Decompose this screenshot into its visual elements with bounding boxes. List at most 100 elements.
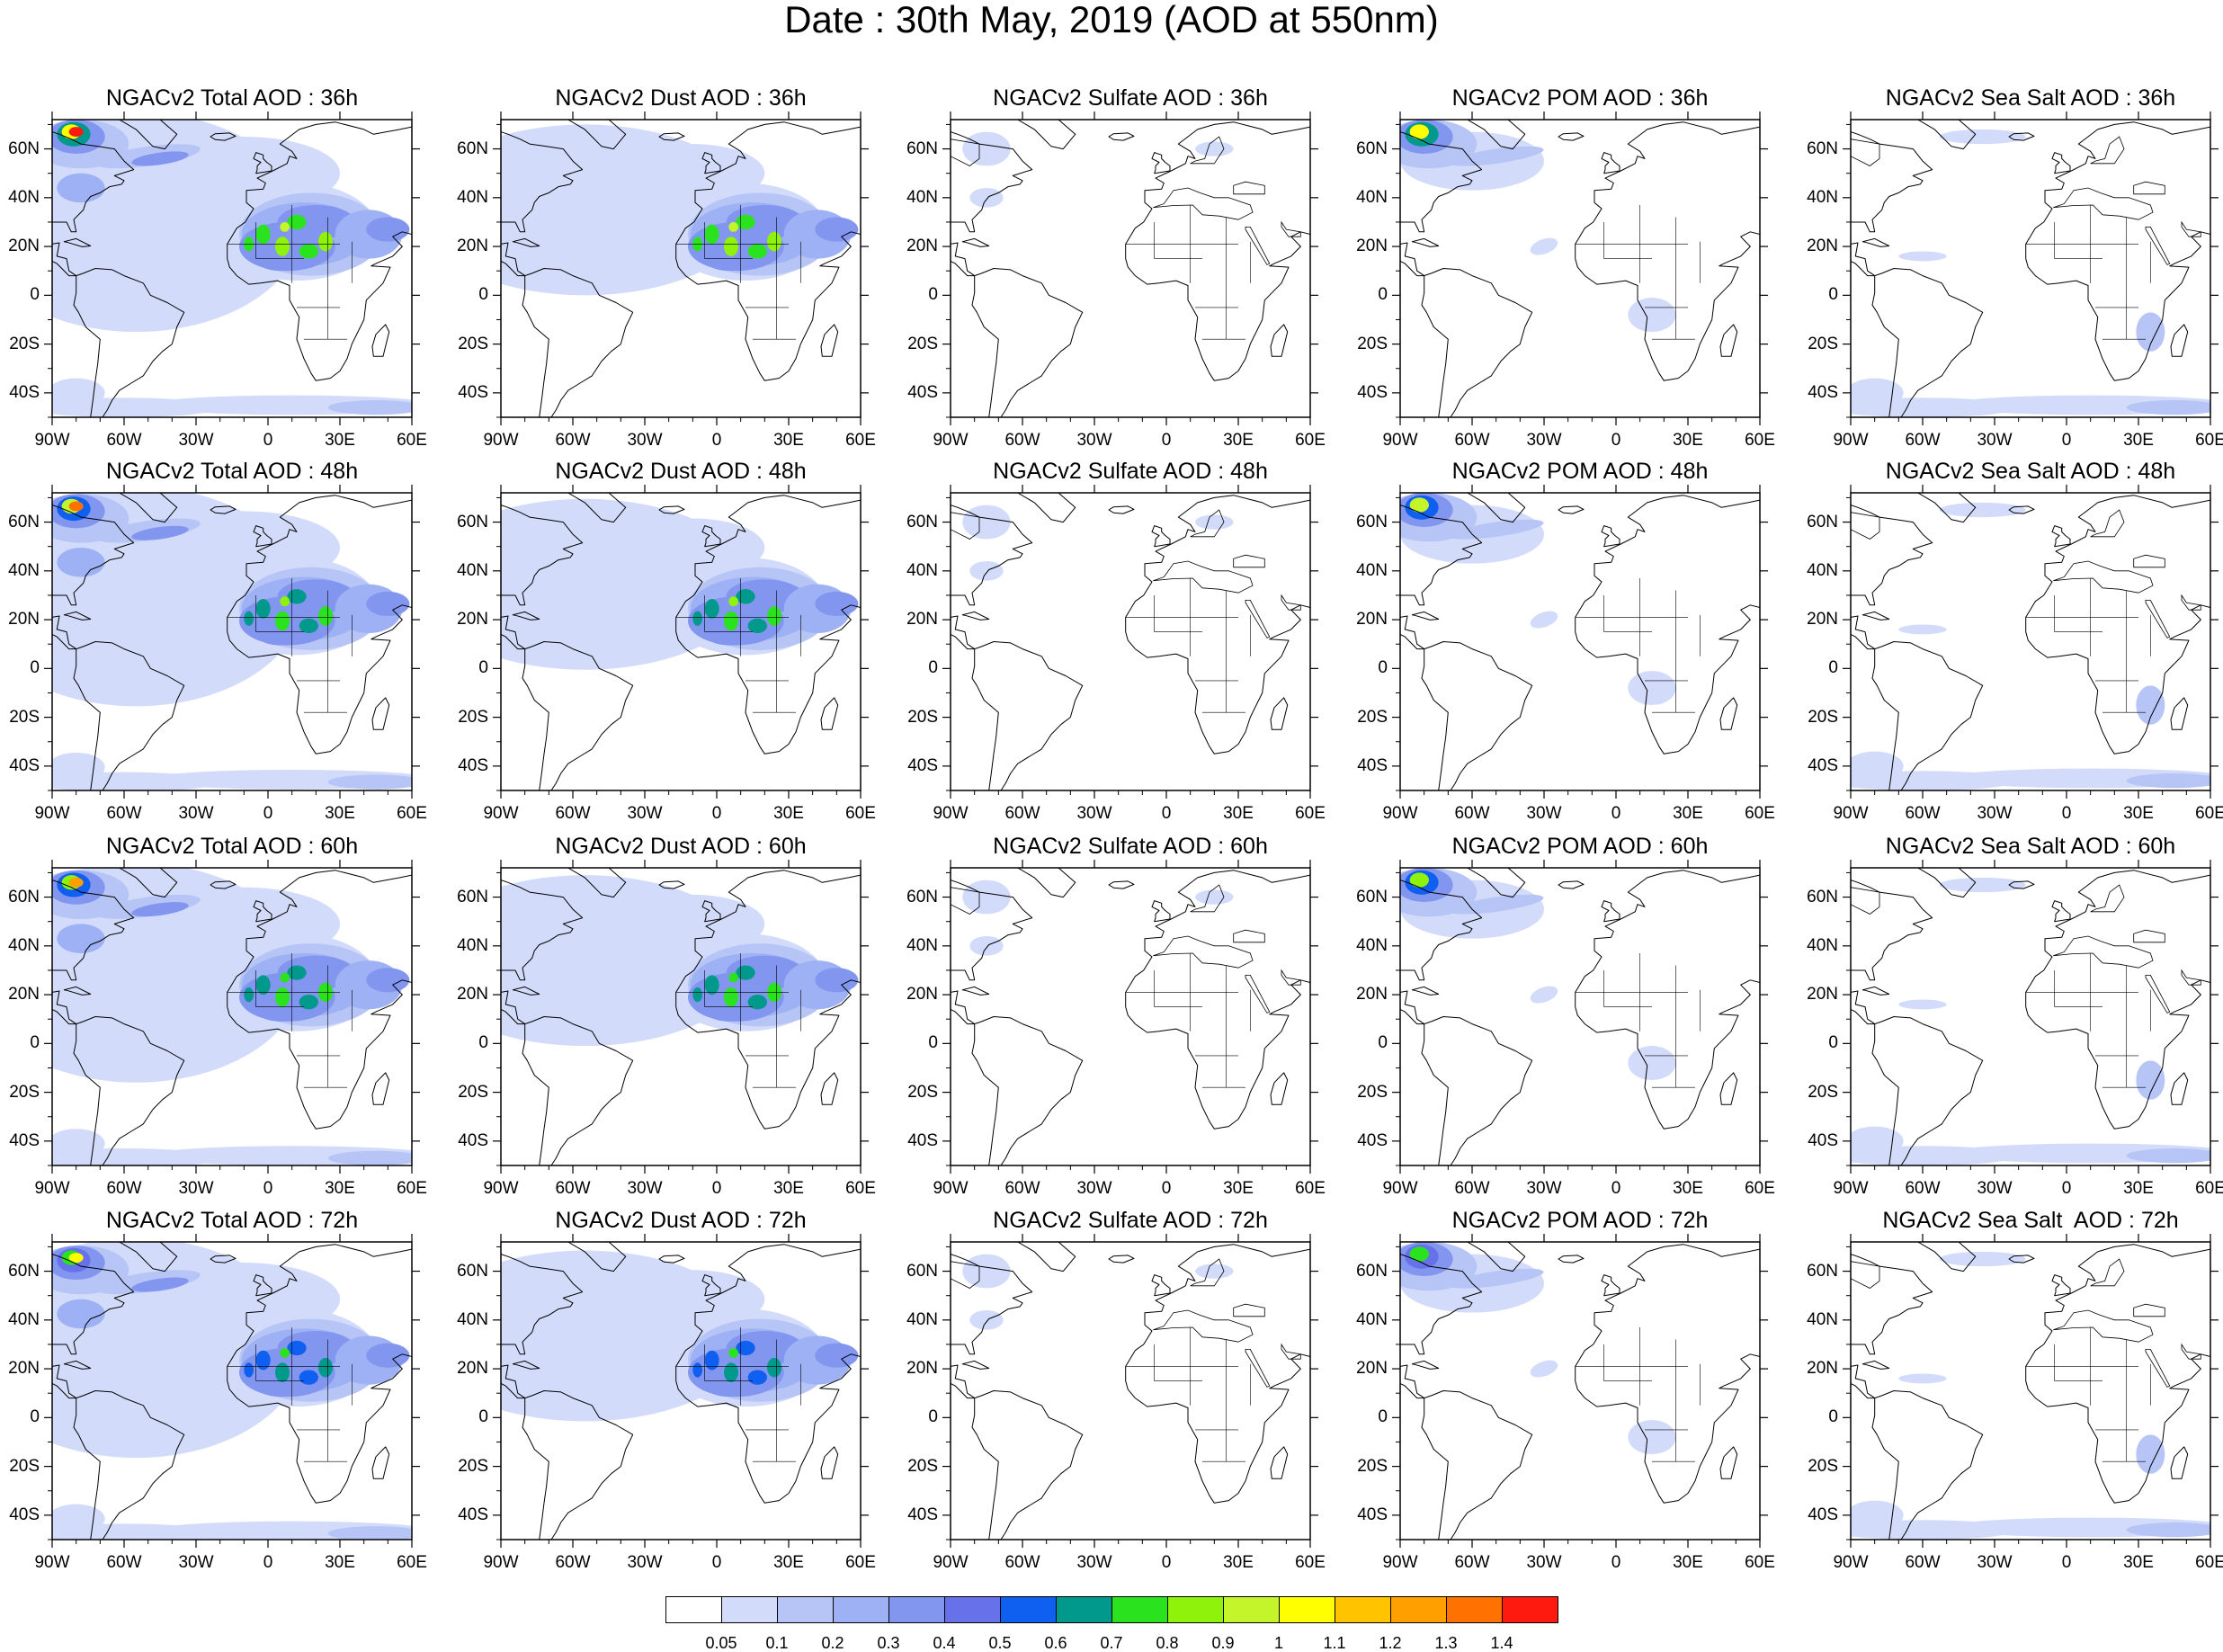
lon-tick-label: 30W	[1526, 804, 1562, 823]
lat-tick-label: 20N	[457, 237, 488, 256]
lat-tick-label: 20N	[1807, 1359, 1838, 1379]
lat-tick-label: 20N	[457, 1359, 488, 1379]
colorbar-label: 0.3	[877, 1634, 900, 1652]
map-panel-sulfate-3	[942, 1234, 1318, 1548]
britain-coast	[2051, 1274, 2071, 1297]
persian-gulf	[2181, 220, 2201, 237]
persian-gulf	[2181, 594, 2201, 611]
britain-coast	[1601, 152, 1620, 174]
aod-blob-12	[724, 611, 738, 631]
lat-tick-label: 0	[478, 285, 488, 305]
north-america-coast	[1400, 880, 1483, 981]
country-border-3	[1154, 970, 1202, 1007]
aod-blob-29	[57, 548, 105, 577]
lat-tick-label: 40N	[1807, 187, 1838, 207]
south-america-coast	[1871, 1016, 1984, 1165]
lon-tick-label: 30E	[1223, 1179, 1254, 1198]
mediterranean-sea	[2053, 935, 2154, 969]
lat-tick-label: 60N	[1807, 138, 1838, 158]
lon-tick-label: 60W	[1905, 1179, 1941, 1198]
aod-blob-14	[747, 995, 767, 1010]
south-america-coast	[522, 1016, 634, 1165]
panel-title: NGACv2 Total AOD : 36h	[105, 85, 359, 111]
aerosol-field	[1400, 120, 1760, 417]
colorbar-swatch	[1056, 1596, 1112, 1623]
cuba-coast	[512, 611, 540, 621]
lat-tick-label: 20N	[1807, 237, 1838, 256]
lat-tick-label: 0	[30, 1407, 40, 1427]
map-background	[951, 868, 1310, 1165]
map-panel-pom-2	[1392, 860, 1768, 1174]
aerosol-field	[501, 1242, 861, 1540]
aod-blob-19	[318, 1357, 333, 1378]
lat-tick-label: 20S	[1808, 707, 1838, 727]
aod-blob-4	[52, 378, 105, 408]
africa-europe-asia-coast	[675, 495, 861, 755]
madagascar-coast	[2170, 697, 2189, 730]
lat-tick-label: 20N	[8, 985, 40, 1005]
aod-blob-28	[131, 1277, 189, 1292]
persian-gulf	[1281, 969, 1301, 986]
aod-blob-28	[131, 525, 189, 540]
lat-tick-label: 20S	[9, 334, 40, 353]
black-sea	[2133, 181, 2165, 195]
lat-tick-label: 60N	[1356, 1261, 1388, 1281]
lon-tick-label: 60W	[1004, 804, 1040, 823]
panel-title: NGACv2 Total AOD : 48h	[105, 459, 359, 484]
aod-blob-1	[969, 1309, 1004, 1330]
lon-tick-label: 30W	[1076, 431, 1112, 450]
aod-blob-4	[1409, 1246, 1429, 1262]
iceland-coast	[658, 505, 685, 514]
lon-tick-label: 60E	[1745, 1179, 1775, 1198]
lon-tick-label: 60W	[555, 1179, 591, 1198]
lon-tick-label: 90W	[483, 804, 519, 823]
red-sea	[2145, 227, 2171, 265]
lon-tick-label: 30E	[773, 1179, 804, 1198]
aod-blob-18	[299, 995, 319, 1010]
britain-coast	[253, 525, 272, 548]
lat-tick-label: 20S	[1357, 707, 1388, 727]
lon-tick-label: 0	[1611, 1179, 1621, 1198]
aod-blob-6	[1898, 251, 1947, 262]
lat-tick-label: 60N	[8, 887, 40, 906]
madagascar-coast	[371, 1446, 390, 1479]
aod-blob-13	[736, 589, 755, 604]
lat-tick-label: 40S	[9, 1505, 40, 1524]
madagascar-coast	[820, 1072, 839, 1105]
colorbar-swatch	[1279, 1596, 1335, 1623]
lon-tick-label: 30W	[1977, 431, 2013, 450]
lon-tick-label: 60W	[1454, 1553, 1490, 1572]
aod-blob-4	[1409, 497, 1429, 513]
aod-blob-4	[1939, 877, 2026, 893]
lon-tick-label: 60E	[1745, 431, 1775, 450]
aerosol-field	[1851, 120, 2210, 417]
aerosol-field	[1851, 493, 2210, 790]
cuba-coast	[961, 1360, 990, 1370]
map-frame	[1399, 867, 1761, 1166]
central-america-coast	[52, 1364, 77, 1399]
iceland-coast	[658, 880, 685, 889]
aod-blob-4	[1939, 1251, 2026, 1267]
iceland-coast	[2008, 880, 2035, 889]
black-sea	[2133, 1303, 2165, 1317]
aerosol-field	[52, 868, 412, 1165]
country-border-3	[704, 222, 753, 259]
lat-tick-label: 0	[30, 658, 40, 678]
map-frame	[1850, 867, 2211, 1166]
aod-blob-16	[728, 221, 738, 232]
lon-tick-label: 0	[2061, 431, 2072, 450]
aod-blob-15	[255, 224, 271, 245]
aod-blob-14	[254, 616, 307, 646]
north-america-coast	[501, 131, 584, 233]
baltic-sea	[1190, 509, 1225, 538]
lat-tick-label: 40S	[907, 755, 938, 775]
aod-blob-7	[726, 1331, 803, 1366]
britain-coast	[1151, 900, 1171, 923]
north-america-coast	[951, 505, 1033, 606]
map-panel-sulfate-1	[942, 485, 1318, 799]
lat-tick-label: 20S	[1357, 1082, 1388, 1102]
lon-tick-label: 30E	[325, 804, 355, 823]
greenland-coast	[993, 120, 1076, 150]
map-frame	[500, 492, 862, 791]
